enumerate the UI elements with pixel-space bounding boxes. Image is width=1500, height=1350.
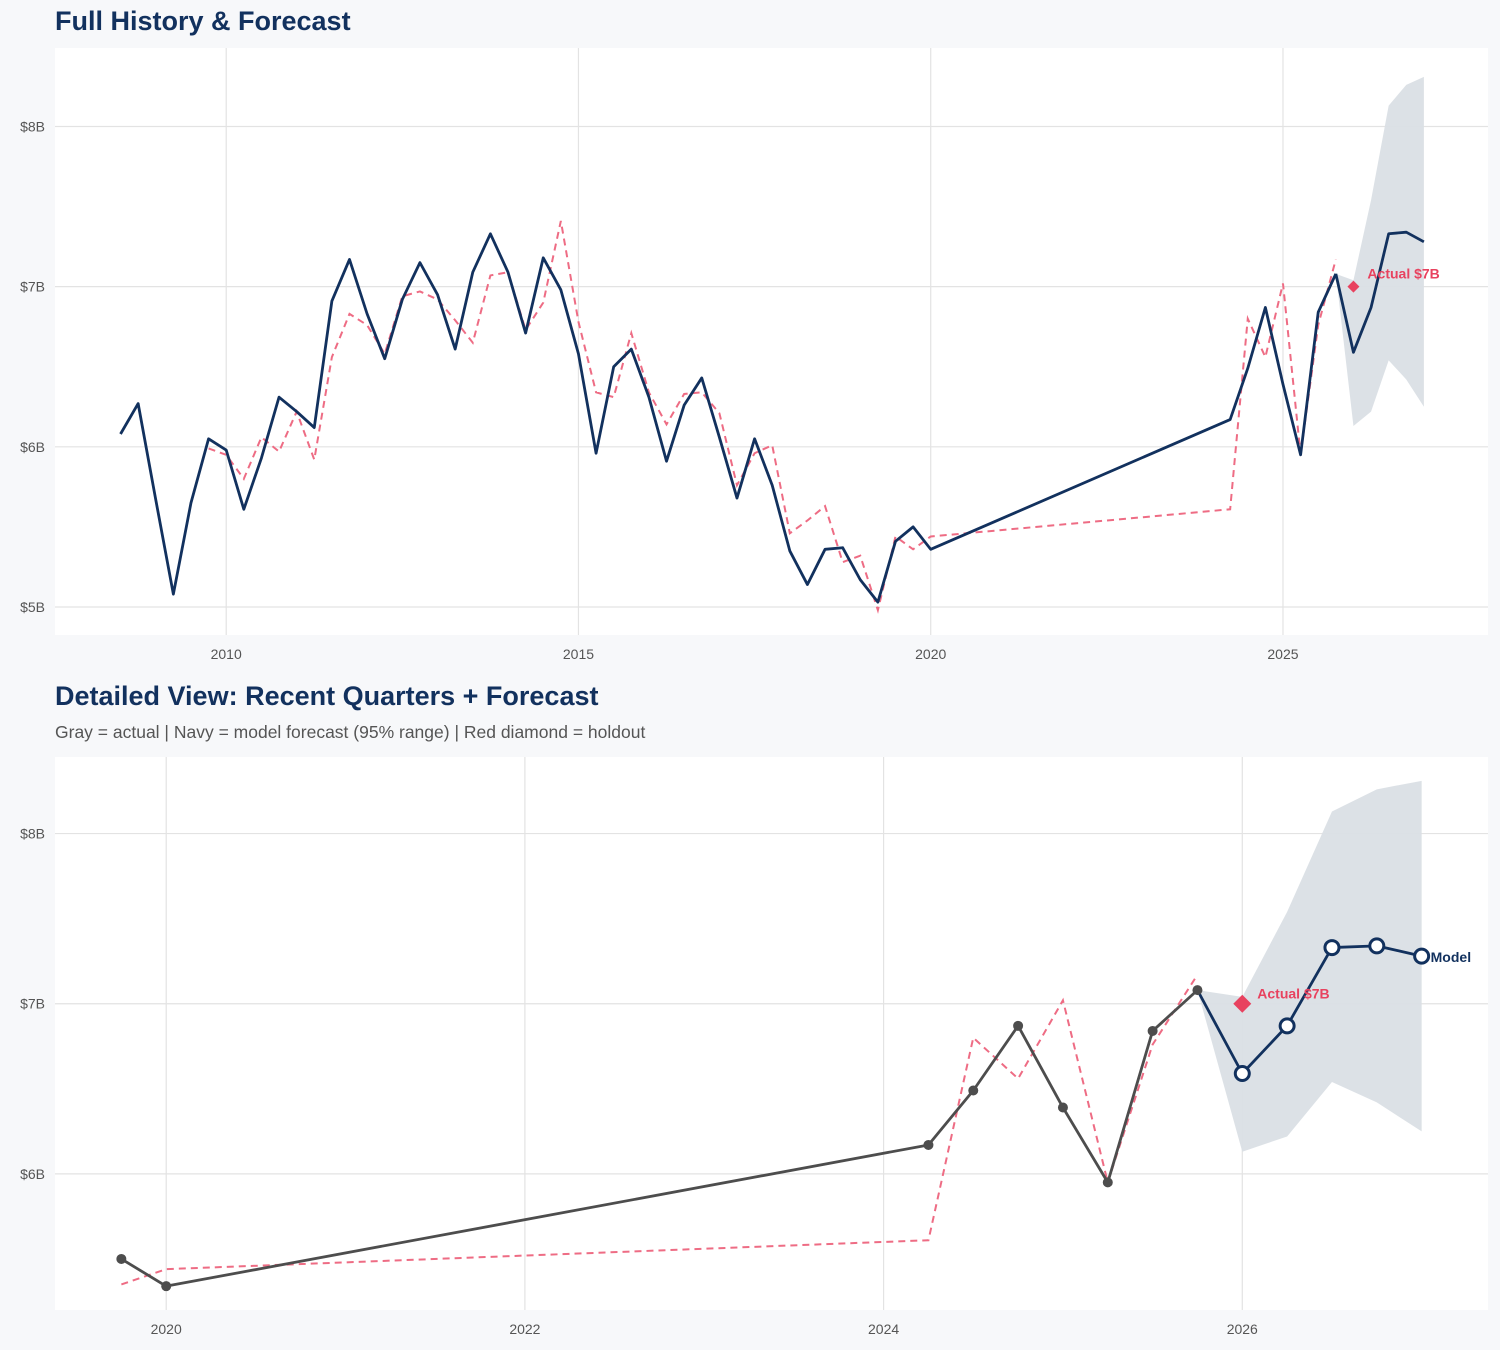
bottom-chart-subtitle: Gray = actual | Navy = model forecast (9… [55, 722, 646, 742]
actual-point [968, 1085, 979, 1096]
y-tick-label: $7B [20, 279, 45, 295]
actual-point [116, 1253, 127, 1264]
x-tick-label: 2022 [509, 1321, 540, 1337]
actual-line [119, 232, 1338, 604]
forecast-point [1233, 1064, 1251, 1082]
x-tick-label: 2026 [1227, 1321, 1258, 1337]
forecast-line [1334, 230, 1425, 354]
fitted-line [208, 220, 1337, 614]
x-tick-label: 2020 [915, 646, 946, 662]
x-tick-label: 2010 [211, 646, 242, 662]
y-tick-label: $8B [20, 826, 45, 842]
x-tick-label: 2020 [151, 1321, 182, 1337]
actual-point [1147, 1025, 1158, 1036]
chart-0: 2010 2015 2020 2025 $5B $6B $7B $8B Actual $7B [20, 48, 1488, 662]
actual-point [1013, 1020, 1024, 1031]
holdout-label: Actual $7B [1367, 266, 1439, 282]
model-label: Model [1431, 949, 1471, 965]
holdout-diamond [1233, 994, 1252, 1013]
fitted-line [121, 974, 1199, 1286]
actual-point [1102, 1177, 1113, 1188]
holdout-label: Actual $7B [1257, 986, 1329, 1002]
y-tick-label: $5B [20, 599, 45, 615]
actual-point [1192, 985, 1203, 996]
y-tick-label: $7B [20, 996, 45, 1012]
forecast-point [1413, 947, 1431, 965]
y-tick-label: $6B [20, 1166, 45, 1182]
forecast-point [1368, 937, 1386, 955]
forecast-point [1323, 939, 1341, 957]
actual-point [161, 1281, 172, 1292]
chart-1: 2020 2022 2024 2026 $6B $7B $8B Actual $7B Model [20, 757, 1488, 1337]
actual-point [923, 1139, 934, 1150]
forecast-point [1278, 1017, 1296, 1035]
bottom-chart-title: Detailed View: Recent Quarters + Forecas… [55, 681, 599, 711]
x-tick-label: 2025 [1267, 646, 1298, 662]
y-tick-label: $6B [20, 439, 45, 455]
top-chart-title: Full History & Forecast [55, 6, 351, 36]
y-tick-label: $8B [20, 118, 45, 134]
x-tick-label: 2015 [563, 646, 594, 662]
x-tick-label: 2024 [868, 1321, 899, 1337]
plot-area [55, 48, 1488, 635]
holdout-diamond [1347, 280, 1360, 293]
actual-point [1057, 1102, 1068, 1113]
forecast-95-range-band [1197, 780, 1422, 1152]
